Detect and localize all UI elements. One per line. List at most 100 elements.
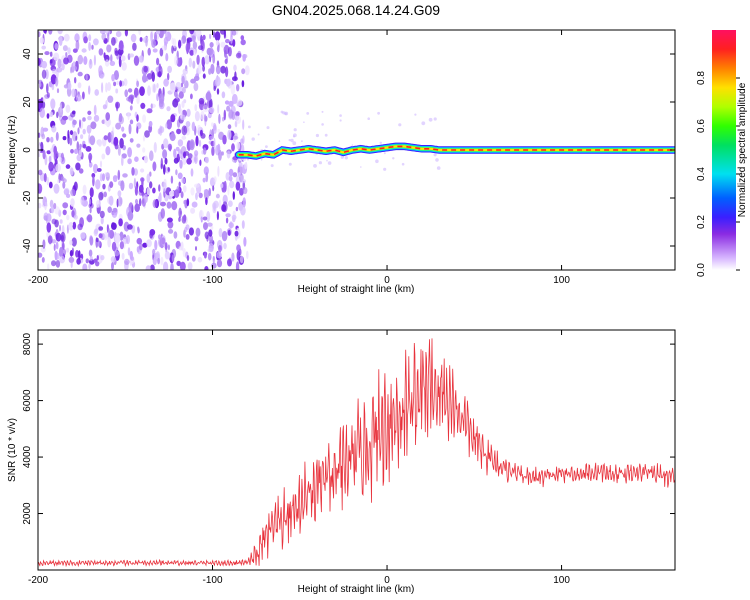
noise-speck (73, 48, 78, 53)
noise-speck (236, 84, 240, 92)
noise-speck (59, 255, 66, 264)
noise-speck (38, 183, 43, 194)
noise-speck (375, 159, 379, 164)
noise-speck (114, 143, 119, 150)
noise-speck (62, 202, 69, 209)
noise-speck (120, 55, 126, 62)
noise-speck (42, 96, 46, 103)
noise-speck (74, 33, 80, 43)
noise-speck (70, 189, 76, 197)
noise-speck (89, 135, 96, 146)
noise-speck (157, 195, 161, 202)
noise-speck (61, 176, 65, 182)
noise-speck (292, 141, 297, 146)
noise-speck (248, 125, 251, 129)
noise-speck (107, 95, 114, 103)
noise-speck (340, 155, 344, 159)
noise-speck (235, 181, 241, 191)
noise-speck (39, 107, 45, 119)
noise-speck (88, 161, 93, 168)
noise-speck (185, 234, 190, 240)
noise-speck (91, 44, 94, 50)
noise-speck (71, 237, 77, 247)
noise-speck (142, 147, 146, 153)
noise-speck (193, 156, 197, 162)
noise-speck (121, 126, 125, 132)
noise-speck (146, 73, 153, 80)
noise-speck (156, 30, 161, 35)
noise-speck (83, 56, 88, 65)
noise-speck (216, 88, 220, 95)
snr-x-tick-label: 0 (384, 575, 390, 586)
noise-speck (222, 134, 227, 145)
noise-speck (160, 208, 165, 219)
noise-speck (183, 185, 187, 193)
noise-speck (156, 57, 160, 66)
noise-speck (235, 206, 239, 212)
noise-speck (123, 238, 126, 249)
noise-speck (151, 71, 155, 82)
noise-speck (241, 80, 245, 88)
noise-speck (163, 78, 169, 87)
noise-speck (315, 133, 319, 138)
noise-speck (62, 181, 66, 189)
noise-speck (69, 250, 73, 257)
noise-speck (101, 82, 104, 93)
noise-speck (60, 117, 67, 125)
noise-speck (107, 206, 112, 213)
noise-speck (97, 240, 101, 247)
noise-speck (207, 247, 214, 253)
noise-speck (124, 30, 128, 37)
noise-speck (39, 81, 42, 88)
noise-speck (70, 261, 73, 268)
noise-speck (112, 207, 118, 213)
noise-speck (204, 156, 209, 164)
noise-speck (93, 258, 98, 263)
noise-speck (226, 150, 231, 159)
noise-speck (55, 131, 59, 141)
spectrogram-y-tick-label: -20 (22, 190, 33, 205)
noise-speck (159, 125, 163, 136)
noise-speck (218, 245, 222, 253)
noise-speck (171, 201, 178, 211)
noise-speck (65, 164, 71, 169)
noise-speck (186, 108, 191, 117)
noise-speck (41, 69, 47, 79)
noise-speck (156, 93, 159, 102)
noise-speck (170, 175, 174, 184)
noise-speck (202, 216, 208, 221)
noise-speck (189, 30, 195, 35)
noise-speck (105, 112, 110, 121)
noise-speck (47, 235, 53, 245)
noise-speck (118, 56, 122, 68)
noise-speck (107, 32, 110, 43)
noise-speck (170, 114, 176, 123)
noise-speck (111, 37, 116, 46)
noise-speck (55, 260, 61, 268)
noise-speck (266, 126, 270, 130)
snr-y-tick-label: 6000 (22, 389, 33, 412)
noise-speck (190, 168, 194, 177)
noise-speck (213, 200, 219, 209)
noise-speck (152, 187, 156, 194)
noise-speck (383, 167, 387, 171)
noise-speck (392, 157, 395, 160)
noise-speck (149, 181, 153, 189)
noise-speck (209, 42, 214, 48)
noise-speck (102, 104, 107, 110)
noise-speck (127, 211, 134, 221)
noise-speck (41, 45, 46, 50)
noise-speck (224, 100, 230, 105)
noise-speck (85, 258, 90, 264)
noise-speck (79, 119, 81, 129)
noise-speck (118, 115, 124, 125)
noise-speck (88, 34, 92, 42)
noise-speck (127, 158, 132, 165)
noise-speck (244, 162, 248, 170)
noise-speck (80, 134, 84, 140)
noise-speck (55, 241, 59, 250)
noise-speck (107, 119, 112, 126)
noise-speck (146, 173, 151, 183)
colorbar: 0.0 0.2 0.4 0.6 0.8 Normalized spectral ampl… (696, 30, 748, 277)
